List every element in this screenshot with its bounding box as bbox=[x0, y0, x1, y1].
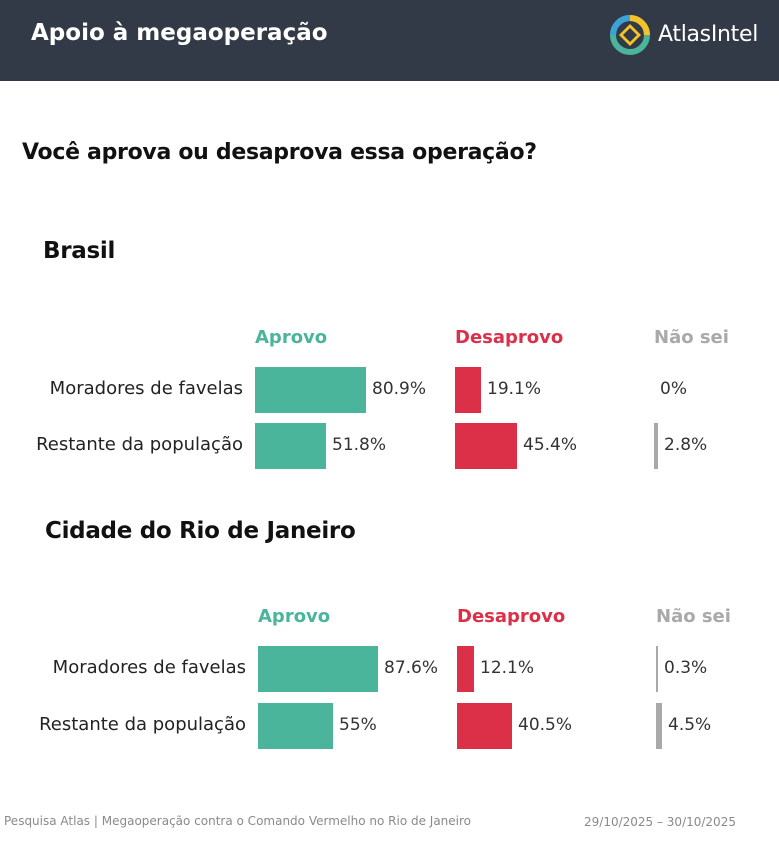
bar-nao-sei-restante-da-populacao-brasil bbox=[654, 423, 658, 469]
footer-source: Pesquisa Atlas | Megaoperação contra o C… bbox=[4, 814, 472, 828]
row-label-restante-da-populacao-cidade-do-rio-de-janeiro: Restante da população bbox=[39, 714, 246, 735]
value-label-desaprovo-restante-da-populacao-cidade-do-rio-de-janeiro: 40.5% bbox=[518, 715, 573, 735]
value-label-aprovo-moradores-de-favelas-cidade-do-rio-de-janeiro: 87.6% bbox=[384, 658, 439, 678]
value-label-aprovo-restante-da-populacao-cidade-do-rio-de-janeiro: 55% bbox=[339, 715, 377, 735]
legend-nao-sei-brasil: Não sei bbox=[654, 327, 729, 348]
atlasintel-logo-icon bbox=[610, 15, 650, 55]
legend-desaprovo-brasil: Desaprovo bbox=[455, 327, 564, 348]
value-label-desaprovo-moradores-de-favelas-brasil: 19.1% bbox=[487, 379, 542, 399]
value-label-desaprovo-moradores-de-favelas-cidade-do-rio-de-janeiro: 12.1% bbox=[480, 658, 535, 678]
row-label-moradores-de-favelas-brasil: Moradores de favelas bbox=[49, 378, 243, 399]
legend-nao-sei-cidade-do-rio-de-janeiro: Não sei bbox=[656, 606, 731, 627]
bar-desaprovo-restante-da-populacao-brasil bbox=[455, 423, 517, 469]
bar-desaprovo-moradores-de-favelas-brasil bbox=[455, 367, 481, 413]
legend-aprovo-cidade-do-rio-de-janeiro: Aprovo bbox=[258, 606, 331, 627]
footer-dates: 29/10/2025 – 30/10/2025 bbox=[584, 815, 736, 829]
value-label-nao-sei-restante-da-populacao-cidade-do-rio-de-janeiro: 4.5% bbox=[668, 715, 712, 735]
bar-aprovo-moradores-de-favelas-cidade-do-rio-de-janeiro bbox=[258, 646, 378, 692]
bar-desaprovo-restante-da-populacao-cidade-do-rio-de-janeiro bbox=[457, 703, 512, 749]
value-label-aprovo-moradores-de-favelas-brasil: 80.9% bbox=[372, 379, 427, 399]
row-label-restante-da-populacao-brasil: Restante da população bbox=[36, 434, 243, 455]
value-label-nao-sei-moradores-de-favelas-brasil: 0% bbox=[660, 379, 687, 399]
brand-name: AtlasIntel bbox=[658, 22, 759, 47]
header-bar: Apoio à megaoperação AtlasIntel bbox=[0, 0, 779, 81]
bar-aprovo-restante-da-populacao-brasil bbox=[255, 423, 326, 469]
chart-title-cidade-do-rio-de-janeiro: Cidade do Rio de Janeiro bbox=[45, 518, 356, 544]
bar-nao-sei-restante-da-populacao-cidade-do-rio-de-janeiro bbox=[656, 703, 662, 749]
bar-nao-sei-moradores-de-favelas-cidade-do-rio-de-janeiro bbox=[656, 646, 658, 692]
value-label-nao-sei-restante-da-populacao-brasil: 2.8% bbox=[664, 435, 708, 455]
chart-title-brasil: Brasil bbox=[43, 238, 116, 264]
legend-desaprovo-cidade-do-rio-de-janeiro: Desaprovo bbox=[457, 606, 566, 627]
bar-aprovo-restante-da-populacao-cidade-do-rio-de-janeiro bbox=[258, 703, 333, 749]
page-title: Apoio à megaoperação bbox=[31, 20, 328, 46]
row-label-moradores-de-favelas-cidade-do-rio-de-janeiro: Moradores de favelas bbox=[52, 657, 246, 678]
bar-desaprovo-moradores-de-favelas-cidade-do-rio-de-janeiro bbox=[457, 646, 474, 692]
bar-aprovo-moradores-de-favelas-brasil bbox=[255, 367, 366, 413]
value-label-desaprovo-restante-da-populacao-brasil: 45.4% bbox=[523, 435, 578, 455]
value-label-nao-sei-moradores-de-favelas-cidade-do-rio-de-janeiro: 0.3% bbox=[664, 658, 708, 678]
survey-question: Você aprova ou desaprova essa operação? bbox=[22, 140, 537, 165]
legend-aprovo-brasil: Aprovo bbox=[255, 327, 328, 348]
value-label-aprovo-restante-da-populacao-brasil: 51.8% bbox=[332, 435, 387, 455]
